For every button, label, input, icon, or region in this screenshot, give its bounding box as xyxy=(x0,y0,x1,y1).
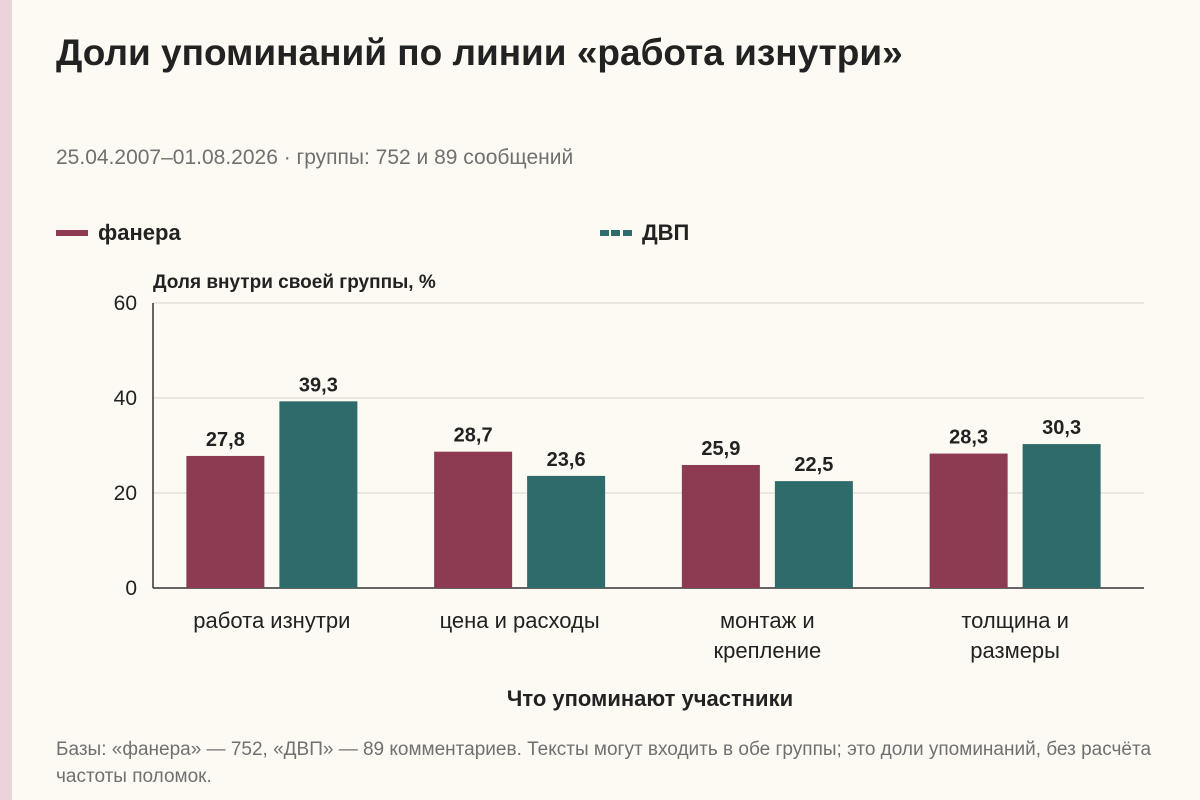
x-category-label: толщина и xyxy=(961,608,1069,633)
legend-swatch-fiberboard xyxy=(600,230,632,236)
x-category-label: монтаж и xyxy=(720,608,815,633)
bar xyxy=(434,451,513,588)
y-tick-label: 20 xyxy=(114,482,137,505)
bar xyxy=(1022,444,1101,588)
bar-value-label: 30,3 xyxy=(1042,417,1081,439)
bar xyxy=(279,401,358,588)
legend-swatch-plywood xyxy=(56,230,88,236)
chart-title: Доли упоминаний по линии «работа изнутри… xyxy=(56,32,903,73)
y-tick-label: 60 xyxy=(114,292,137,315)
legend-item-plywood: фанера xyxy=(56,219,181,247)
x-axis-title: Что упоминают участники xyxy=(506,686,794,711)
bar xyxy=(774,481,853,588)
bar-value-label: 27,8 xyxy=(206,429,245,451)
bar xyxy=(186,455,265,588)
y-tick-label: 0 xyxy=(125,577,137,600)
legend-item-fiberboard: ДВП xyxy=(600,219,689,247)
bar-value-label: 28,3 xyxy=(949,427,988,449)
y-tick-label: 40 xyxy=(114,387,137,410)
bar-value-label: 25,9 xyxy=(701,438,740,460)
x-category-label: размеры xyxy=(970,638,1060,663)
bar xyxy=(681,464,760,588)
chart-subtitle: 25.04.2007–01.08.2026 · группы: 752 и 89… xyxy=(56,146,574,169)
bar xyxy=(527,475,606,588)
x-category-label: цена и расходы xyxy=(440,608,600,633)
footnote: Базы: «фанера» — 752, «ДВП» — 89 коммент… xyxy=(56,739,1152,787)
bar-value-label: 39,3 xyxy=(299,374,338,396)
bar-value-label: 23,6 xyxy=(547,449,586,471)
x-category-label: работа изнутри xyxy=(193,608,350,633)
bar-value-label: 28,7 xyxy=(454,425,493,447)
legend-label-fiberboard: ДВП xyxy=(642,220,690,245)
bar-value-label: 22,5 xyxy=(794,454,833,476)
legend-label-plywood: фанера xyxy=(98,220,181,245)
x-category-label: крепление xyxy=(713,638,821,663)
left-accent-strip xyxy=(0,0,12,800)
y-axis-title: Доля внутри своей группы, % xyxy=(153,272,436,293)
bar xyxy=(929,453,1008,588)
